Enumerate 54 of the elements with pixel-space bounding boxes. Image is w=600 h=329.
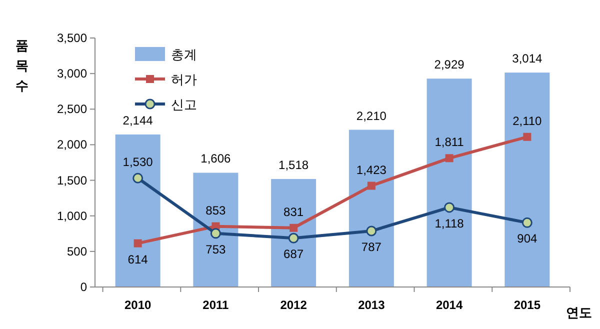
y-tick-label: 1,000 — [56, 208, 88, 223]
data-label: 1,530 — [122, 155, 154, 170]
x-tick-label: 2015 — [514, 298, 541, 312]
point — [288, 232, 299, 244]
data-label: 787 — [361, 240, 382, 254]
point — [444, 202, 455, 213]
legend-label: 신고 — [171, 97, 197, 112]
x-tick-label: 2010 — [124, 298, 152, 312]
bar — [271, 179, 316, 287]
point — [132, 172, 144, 184]
data-label: 831 — [284, 204, 304, 219]
data-label: 1,118 — [434, 216, 464, 230]
point — [445, 154, 454, 162]
y-axis-title: 품목수 — [16, 38, 28, 93]
y-tick-label: 2,500 — [56, 102, 88, 116]
legend-label: 허가 — [171, 72, 197, 87]
y-tick-label: 3,500 — [56, 31, 88, 45]
data-label: 904 — [517, 232, 538, 246]
data-label: 2,144 — [122, 113, 154, 128]
bar — [193, 172, 238, 287]
point — [210, 228, 221, 239]
point — [134, 239, 142, 248]
data-label: 2,110 — [512, 114, 542, 128]
y-tick-label: 2,000 — [56, 138, 88, 152]
x-tick-label: 2011 — [202, 298, 230, 312]
bar — [348, 130, 394, 287]
y-tick-label: 500 — [66, 244, 88, 258]
x-axis-title: 연도 — [566, 305, 592, 320]
data-label: 2,929 — [434, 58, 465, 72]
data-label: 687 — [284, 247, 304, 262]
data-label: 1,811 — [434, 135, 464, 150]
point — [366, 226, 377, 236]
bar — [504, 72, 550, 287]
bar — [115, 134, 160, 287]
data-label: 853 — [206, 203, 226, 218]
y-tick-label: 3,000 — [56, 66, 88, 81]
data-label: 1,423 — [356, 162, 387, 177]
x-tick-label: 2013 — [358, 298, 386, 312]
data-label: 2,210 — [356, 108, 387, 123]
data-label: 614 — [128, 252, 148, 266]
x-tick-label: 2012 — [280, 298, 308, 312]
point — [290, 224, 298, 232]
y-tick-label: 1,500 — [56, 173, 88, 188]
data-label: 1,518 — [278, 158, 309, 172]
data-label: 753 — [206, 242, 226, 256]
point — [523, 132, 532, 141]
legend-label: 총계 — [171, 47, 197, 62]
data-label: 1,606 — [200, 152, 232, 166]
x-tick-label: 2014 — [436, 298, 463, 312]
y-tick-label: 0 — [80, 280, 88, 294]
point — [367, 182, 376, 190]
bar — [426, 78, 472, 287]
point — [522, 217, 532, 228]
data-label: 3,014 — [512, 52, 543, 66]
